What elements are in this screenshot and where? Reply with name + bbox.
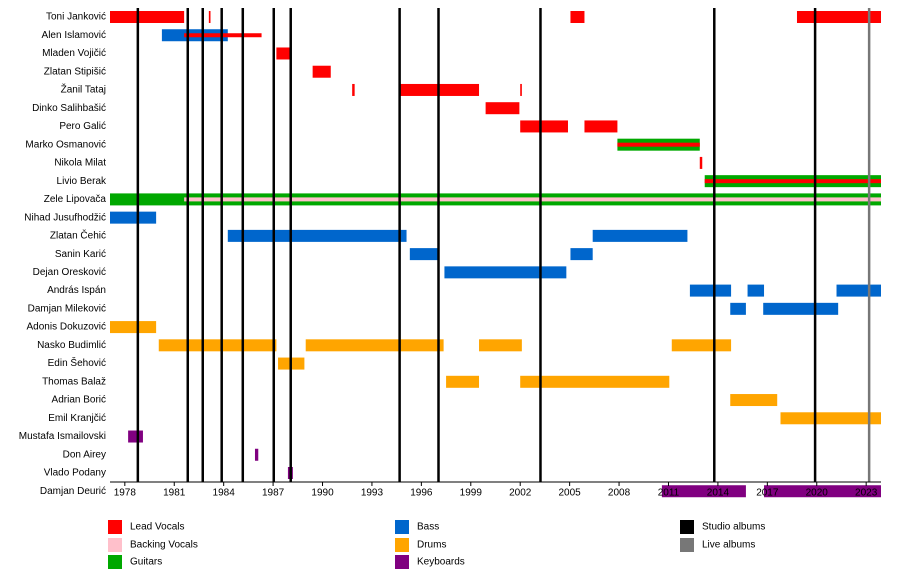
legend-swatch	[108, 538, 122, 552]
member-label: Emil Kranjčić	[48, 413, 106, 424]
x-tick-label: 1990	[311, 488, 334, 499]
member-label: Alen Islamović	[42, 30, 106, 41]
stint-bar	[110, 321, 157, 334]
stint-bar	[409, 248, 439, 261]
stint-bar	[747, 284, 765, 297]
member-label: Zlatan Stipišić	[44, 66, 106, 77]
legend-swatch	[108, 520, 122, 534]
legend-label: Lead Vocals	[130, 522, 185, 533]
legend-swatch	[395, 538, 409, 552]
member-label: Damjan Deurić	[40, 486, 106, 497]
stint-bar	[227, 229, 407, 242]
member-label: Adonis Dokuzović	[27, 322, 106, 333]
stint-bar	[520, 83, 522, 96]
x-tick-label: 2005	[559, 488, 582, 499]
x-tick-label: 1996	[410, 488, 433, 499]
stint-bar	[254, 448, 259, 461]
stint-bar	[520, 120, 568, 133]
stint-bar	[444, 266, 567, 279]
stint-bar	[704, 179, 881, 184]
member-label: Nikola Milat	[54, 158, 106, 169]
stint-bar	[184, 197, 881, 202]
x-tick-label: 1987	[262, 488, 285, 499]
stint-bar	[730, 302, 746, 315]
member-label: Pero Galić	[59, 121, 106, 132]
member-label: Dinko Salihbašić	[32, 103, 106, 114]
stint-bar	[520, 375, 670, 388]
stint-bar	[764, 485, 881, 498]
x-tick-label: 2002	[509, 488, 532, 499]
stint-bar	[312, 65, 331, 78]
member-label: Damjan Mileković	[28, 303, 106, 314]
stint-bar	[485, 102, 520, 115]
stint-bar	[305, 339, 444, 352]
member-label: Zlatan Čehić	[50, 229, 106, 242]
member-label: Marko Osmanović	[25, 139, 106, 150]
x-tick-label: 2017	[756, 488, 779, 499]
member-label: Don Airey	[63, 449, 106, 460]
stint-bar	[763, 302, 839, 315]
x-tick-label: 2011	[658, 488, 680, 499]
member-label: Mustafa Ismailovski	[19, 431, 106, 442]
stint-bar	[661, 485, 746, 498]
x-tick-label: 2023	[855, 488, 878, 499]
member-label: Livio Berak	[57, 176, 107, 187]
stint-bar	[128, 430, 143, 443]
stint-bar	[352, 83, 355, 96]
legend-label: Studio albums	[702, 522, 765, 533]
legend-label: Drums	[417, 540, 446, 551]
member-label: Thomas Balaž	[42, 376, 106, 387]
stint-bar	[446, 375, 480, 388]
stint-bar	[617, 142, 700, 147]
member-label: Zele Lipovača	[44, 194, 107, 205]
x-tick-label: 2008	[608, 488, 631, 499]
stint-bar	[671, 339, 732, 352]
x-tick-label: 1993	[361, 488, 384, 499]
stint-bar	[208, 11, 211, 23]
stint-bar	[479, 339, 522, 352]
stint-bar	[689, 284, 732, 297]
stint-bar	[780, 412, 881, 425]
legend-swatch	[680, 538, 694, 552]
stint-bar	[570, 11, 585, 23]
member-label: Nasko Budimlić	[37, 340, 106, 351]
member-label: Žanil Tataj	[61, 83, 106, 96]
stint-bar	[796, 11, 881, 23]
x-tick-label: 2014	[707, 488, 730, 499]
x-tick-label: 1981	[163, 488, 186, 499]
legend-swatch	[680, 520, 694, 534]
member-label: Mladen Vojičić	[42, 48, 106, 59]
legend-label: Bass	[417, 522, 439, 533]
legend-swatch	[395, 555, 409, 569]
stint-bar	[584, 120, 618, 133]
stint-bar	[699, 156, 703, 169]
x-tick-label: 1984	[213, 488, 236, 499]
x-tick-label: 2020	[806, 488, 829, 499]
legend-label: Keyboards	[417, 557, 465, 568]
member-label: Nihad Jusufhodžić	[24, 212, 106, 223]
stint-bar	[110, 11, 185, 23]
x-tick-label: 1999	[460, 488, 483, 499]
member-label: Edin Šehović	[48, 356, 106, 369]
x-tick-label: 1978	[114, 488, 137, 499]
member-label: András Ispán	[47, 285, 106, 296]
member-label: Adrian Borić	[52, 395, 106, 406]
member-label: Toni Janković	[46, 12, 106, 23]
stint-bar	[158, 339, 277, 352]
legend-swatch	[395, 520, 409, 534]
legend-swatch	[108, 555, 122, 569]
legend-label: Live albums	[702, 540, 755, 551]
stint-bar	[276, 47, 291, 60]
stint-bar	[570, 248, 593, 261]
stint-bar	[730, 394, 778, 407]
stint-bar	[110, 211, 157, 224]
stint-bar	[836, 284, 881, 297]
legend-label: Backing Vocals	[130, 540, 198, 551]
member-label: Vlado Podany	[44, 468, 106, 479]
member-label: Sanin Karić	[55, 249, 106, 260]
member-label: Dejan Oresković	[33, 267, 106, 278]
stint-bar	[592, 229, 688, 242]
legend-label: Guitars	[130, 557, 162, 568]
